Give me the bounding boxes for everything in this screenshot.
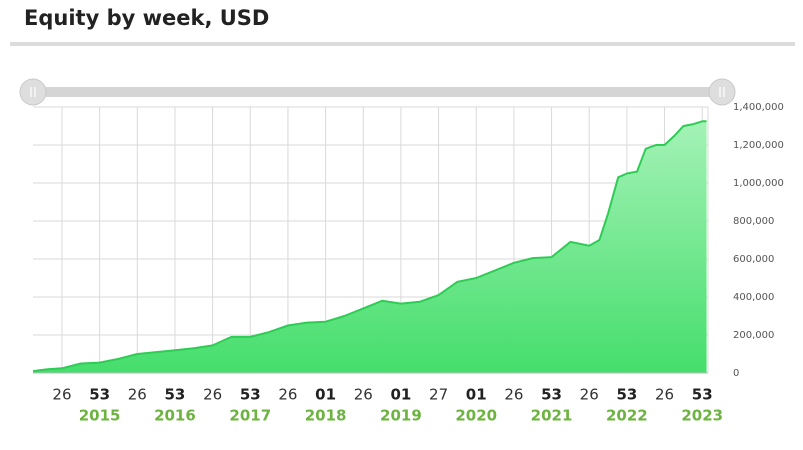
handle-grip	[30, 87, 36, 97]
x-group-label: 2022	[606, 407, 648, 425]
x-tick-label: 53	[692, 386, 713, 404]
y-tick-label: 800,000	[733, 216, 774, 227]
x-group-label: 2023	[681, 407, 723, 425]
x-group-label: 2017	[229, 407, 271, 425]
y-tick-label: 1,000,000	[733, 178, 784, 189]
x-tick-label: 26	[128, 386, 147, 404]
slider-track	[33, 87, 722, 97]
x-tick-label: 53	[89, 386, 110, 404]
x-tick-label: 53	[541, 386, 562, 404]
y-tick-label: 1,200,000	[733, 140, 784, 151]
y-tick-label: 0	[733, 368, 739, 379]
x-tick-label: 26	[580, 386, 599, 404]
chart-title: Equity by week, USD	[24, 6, 269, 30]
slider-handle[interactable]	[708, 78, 736, 106]
x-group-label: 2018	[305, 407, 347, 425]
x-tick-label: 01	[466, 386, 487, 404]
range-slider[interactable]	[19, 78, 736, 106]
x-tick-label: 26	[203, 386, 222, 404]
x-group-label: 2015	[79, 407, 121, 425]
x-tick-label: 27	[429, 386, 448, 404]
x-tick-label: 26	[504, 386, 523, 404]
x-group-label: 2020	[455, 407, 497, 425]
x-tick-label: 26	[655, 386, 674, 404]
x-tick-label: 53	[240, 386, 261, 404]
x-tick-label: 53	[165, 386, 186, 404]
y-tick-label: 400,000	[733, 292, 774, 303]
y-tick-label: 1,400,000	[733, 102, 784, 113]
x-group-label: 2021	[531, 407, 573, 425]
x-group-label: 2016	[154, 407, 196, 425]
handle-grip	[719, 87, 725, 97]
y-tick-label: 200,000	[733, 330, 774, 341]
x-group-label: 2019	[380, 407, 422, 425]
x-tick-label: 53	[616, 386, 637, 404]
x-tick-label: 26	[278, 386, 297, 404]
title-underline	[10, 42, 795, 46]
slider-handle[interactable]	[19, 78, 47, 106]
equity-line	[32, 120, 707, 373]
x-tick-label: 26	[52, 386, 71, 404]
x-tick-label: 01	[315, 386, 336, 404]
x-tick-label: 26	[354, 386, 373, 404]
area-fill	[33, 121, 707, 373]
x-tick-label: 01	[390, 386, 411, 404]
y-tick-label: 600,000	[733, 254, 774, 265]
